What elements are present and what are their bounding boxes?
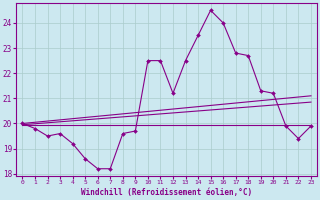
X-axis label: Windchill (Refroidissement éolien,°C): Windchill (Refroidissement éolien,°C) — [81, 188, 252, 197]
